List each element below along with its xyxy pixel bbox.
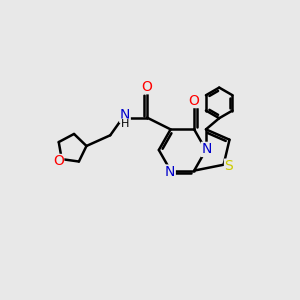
Text: O: O [53,154,64,169]
Text: S: S [224,159,233,173]
Text: O: O [142,80,152,94]
Text: H: H [122,119,130,129]
Text: O: O [189,94,200,107]
Text: N: N [165,165,175,179]
Text: N: N [201,142,212,156]
Text: N: N [120,108,130,122]
